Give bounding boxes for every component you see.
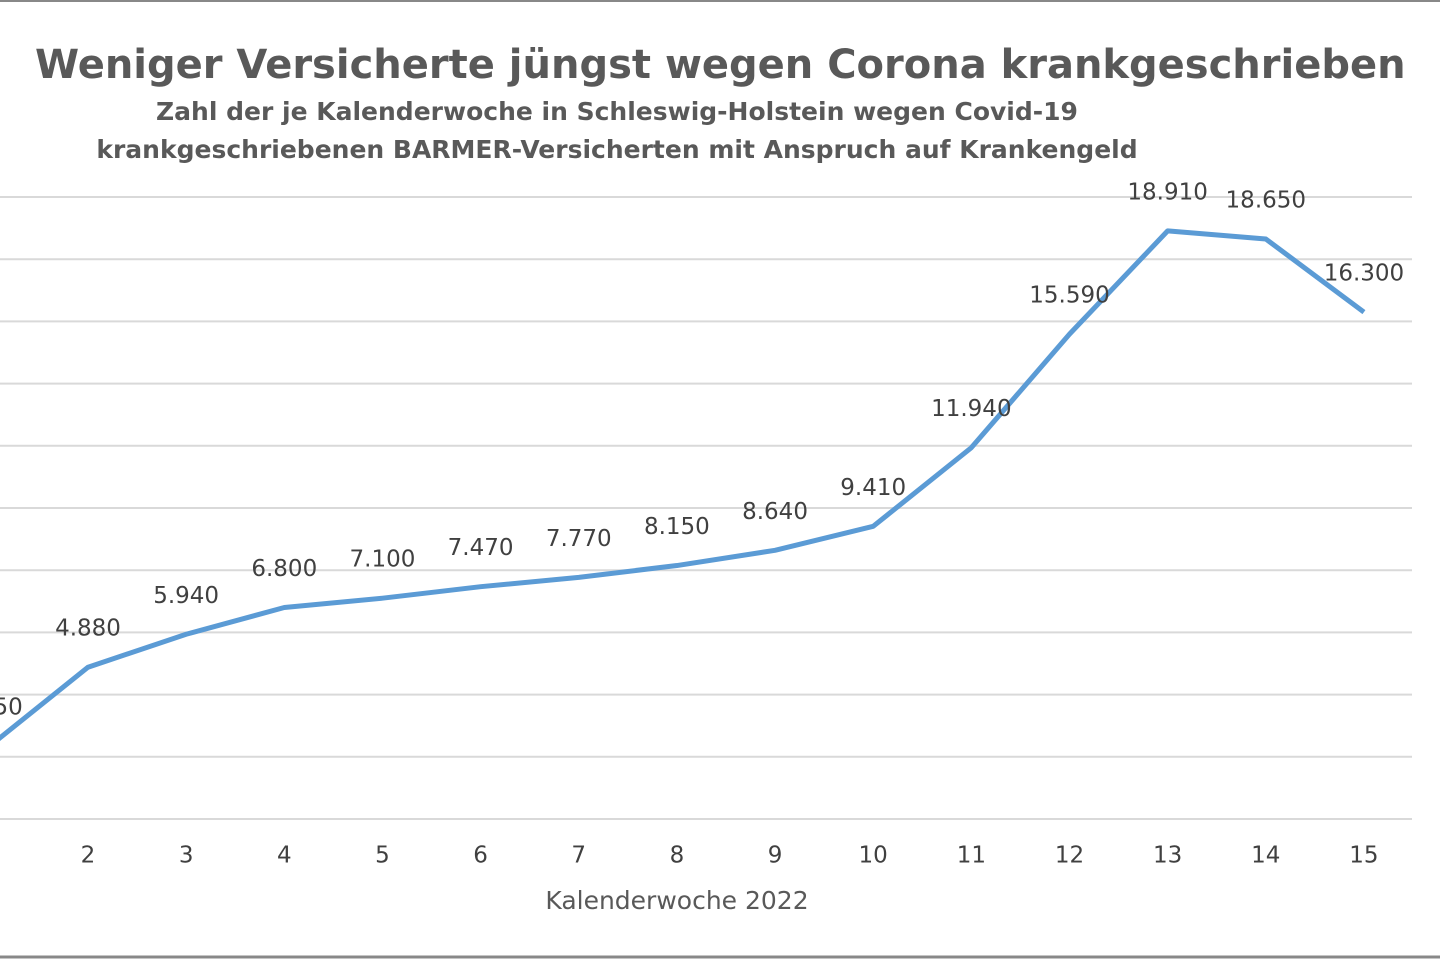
data-label: 4.880 <box>55 616 121 642</box>
x-tick-label: 15 <box>1349 843 1378 869</box>
data-label: 16.300 <box>1324 261 1404 287</box>
x-tick-label: 5 <box>375 843 390 869</box>
x-tick-label: 3 <box>179 843 194 869</box>
data-label: 6.800 <box>251 556 317 582</box>
x-tick-label: 6 <box>473 843 488 869</box>
data-label: 8.640 <box>742 499 808 525</box>
x-tick-label: 7 <box>571 843 586 869</box>
x-tick-label: 10 <box>859 843 888 869</box>
chart-title: Weniger Versicherte jüngst wegen Corona … <box>35 42 1406 88</box>
x-tick-label: 12 <box>1055 843 1084 869</box>
data-label: 8.150 <box>644 514 710 540</box>
x-axis-title: Kalenderwoche 2022 <box>545 886 808 915</box>
x-tick-label: 9 <box>768 843 783 869</box>
chart-subtitle: Zahl der je Kalenderwoche in Schleswig-H… <box>156 97 1078 126</box>
x-tick-label: 2 <box>81 843 96 869</box>
x-tick-label: 14 <box>1251 843 1280 869</box>
data-label: 7.100 <box>350 547 416 573</box>
data-line <box>0 228 1366 741</box>
x-tick-label: 11 <box>957 843 986 869</box>
data-label: 15.590 <box>1029 283 1109 309</box>
data-label: 7.470 <box>448 535 514 561</box>
data-label: 5.940 <box>153 583 219 609</box>
x-tick-label: 8 <box>670 843 685 869</box>
x-tick-label: 4 <box>277 843 292 869</box>
data-label: 18.910 <box>1127 179 1207 205</box>
chart-subtitle: krankgeschriebenen BARMER-Versicherten m… <box>96 135 1137 164</box>
data-label: 7.770 <box>546 526 612 552</box>
data-label: 9.410 <box>840 475 906 501</box>
data-label: 18.650 <box>1226 187 1306 213</box>
x-tick-label: 13 <box>1153 843 1182 869</box>
data-label: 11.940 <box>931 396 1011 422</box>
data-label: 2.350 <box>0 694 23 720</box>
